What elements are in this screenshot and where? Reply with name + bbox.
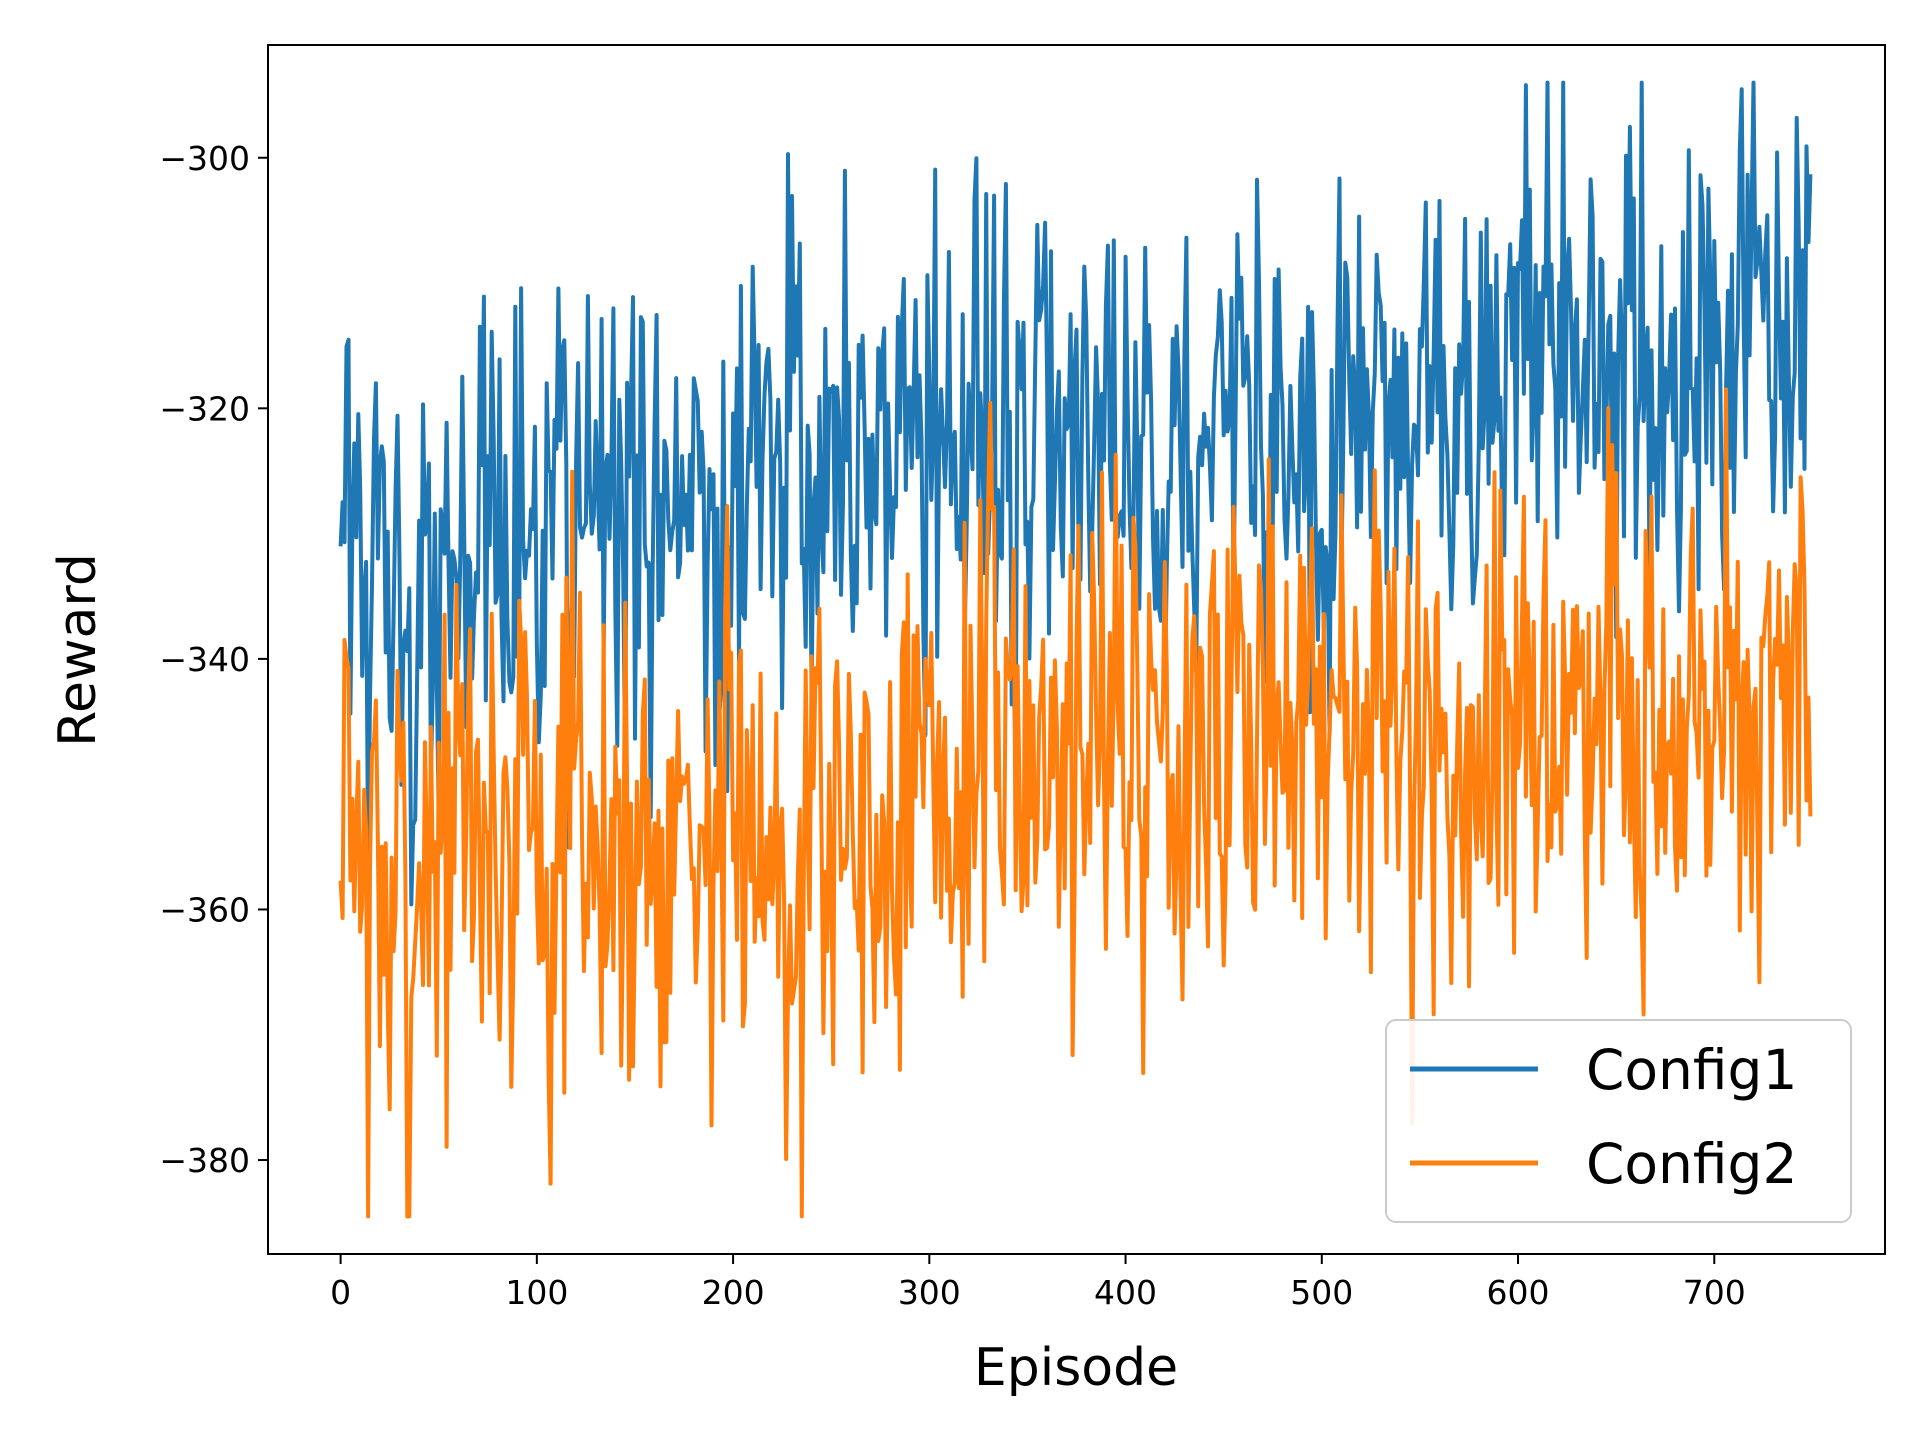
x-tick-label: 700 (1683, 1273, 1746, 1312)
series-layer (338, 80, 1813, 1219)
plot-area-frame (267, 44, 1886, 1255)
y-tick-label: −380 (159, 1141, 250, 1180)
x-tick-label: 100 (505, 1273, 568, 1312)
x-tick-label: 600 (1487, 1273, 1550, 1312)
y-tick-label: −300 (159, 139, 250, 178)
x-tick-label: 300 (898, 1273, 961, 1312)
y-axis-title: Reward (48, 553, 108, 747)
x-axis-title: Episode (974, 1338, 1178, 1398)
series-line-config2 (338, 387, 1813, 1219)
y-tick-label: −360 (159, 890, 250, 929)
legend-label-config2: Config2 (1586, 1132, 1797, 1196)
y-tick-label: −320 (159, 389, 250, 428)
x-tick-label: 500 (1290, 1273, 1353, 1312)
y-tick-label: −340 (159, 640, 250, 679)
x-tick-label: 0 (330, 1273, 351, 1312)
series-line-config1 (338, 80, 1813, 907)
legend: Config1 Config2 (1385, 1019, 1852, 1223)
x-axis: 0 100 200 300 400 500 600 700 (330, 1254, 1746, 1312)
x-tick-label: 400 (1094, 1273, 1157, 1312)
y-axis: −380 −360 −340 −320 −300 (159, 139, 268, 1180)
x-tick-label: 200 (702, 1273, 765, 1312)
legend-label-config1: Config1 (1586, 1038, 1797, 1102)
